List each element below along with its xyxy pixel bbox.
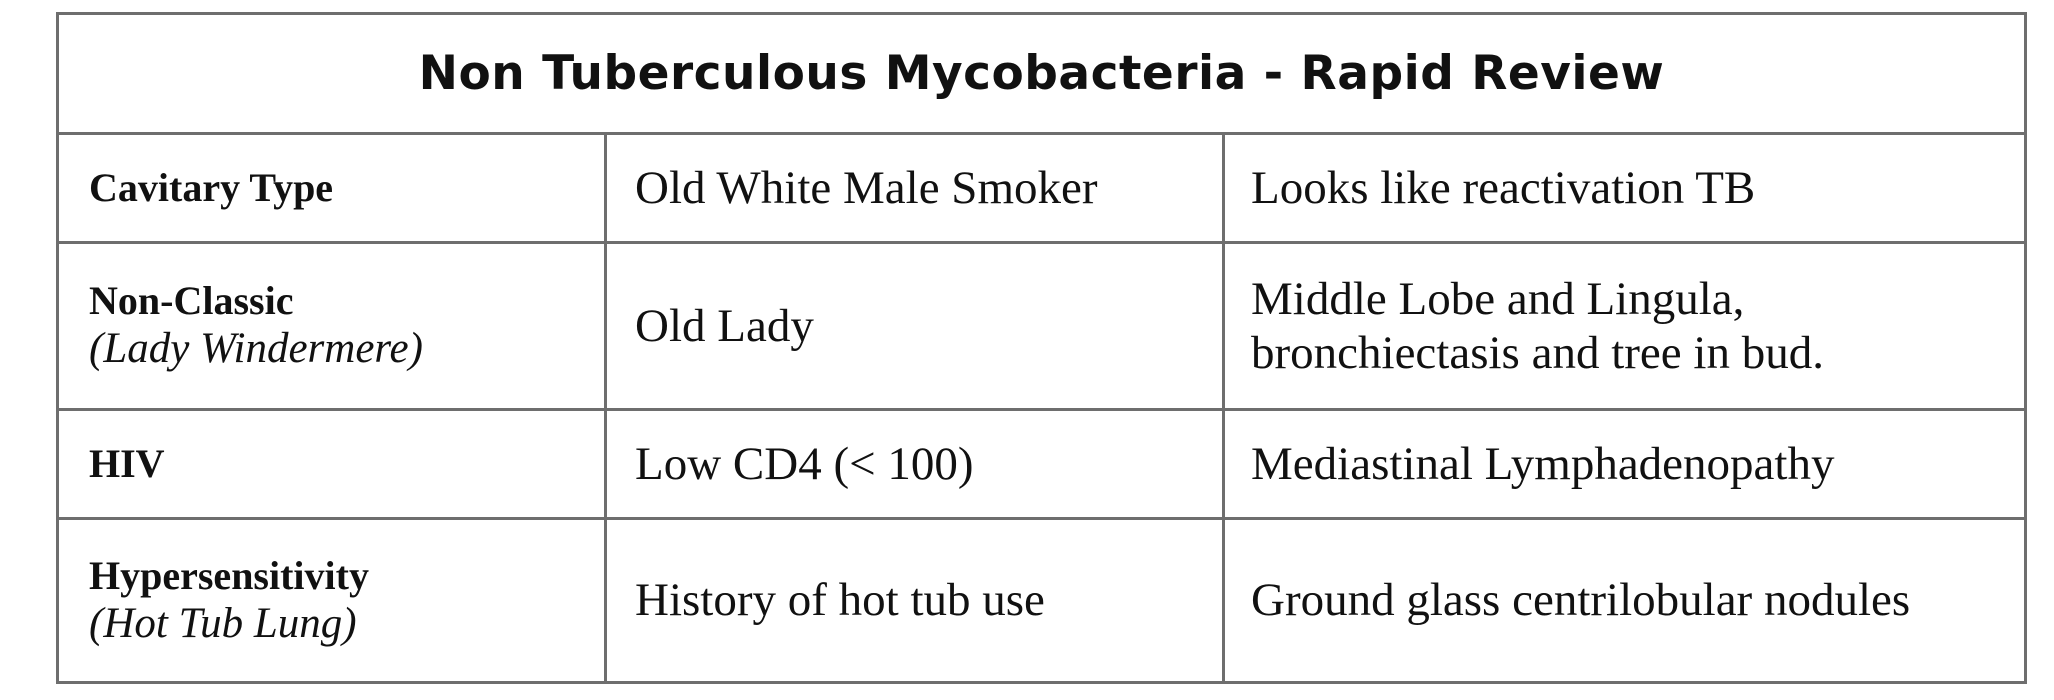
type-name: Cavitary Type [89, 165, 334, 210]
patient-cell: History of hot tub use [604, 517, 1225, 684]
finding-text: Looks like reactivation TB [1251, 161, 1756, 214]
type-cell: Cavitary Type [56, 132, 607, 244]
patient-cell: Old White Male Smoker [604, 132, 1225, 244]
table-row: Hypersensitivity (Hot Tub Lung) History … [56, 517, 2028, 684]
finding-text: Middle Lobe and Lingula, [1251, 272, 1745, 325]
finding-text: Ground glass centrilobular nodules [1251, 574, 1911, 627]
type-name: HIV [89, 441, 165, 486]
finding-text-continued: bronchiectasis and tree in bud. [1251, 327, 1824, 379]
finding-cell: Looks like reactivation TB [1221, 132, 2028, 244]
type-cell: Hypersensitivity (Hot Tub Lung) [56, 517, 607, 684]
type-cell: HIV [56, 408, 607, 520]
type-alias: (Hot Tub Lung) [89, 599, 357, 647]
finding-cell: Middle Lobe and Lingula, bronchiectasis … [1221, 241, 2028, 411]
type-name: Non-Classic [89, 278, 294, 324]
type-name: Hypersensitivity [89, 552, 369, 598]
table-row: Non-Classic (Lady Windermere) Old Lady M… [56, 241, 2028, 411]
ntm-review-table: Non Tuberculous Mycobacteria - Rapid Rev… [55, 12, 2028, 684]
type-alias: (Lady Windermere) [89, 325, 423, 373]
table-title: Non Tuberculous Mycobacteria - Rapid Rev… [55, 12, 2028, 135]
finding-cell: Mediastinal Lymphadenopathy [1221, 408, 2028, 520]
type-cell: Non-Classic (Lady Windermere) [56, 241, 607, 411]
patient-cell: Old Lady [604, 241, 1225, 411]
table-row: HIV Low CD4 (< 100) Mediastinal Lymphade… [56, 408, 2028, 520]
finding-cell: Ground glass centrilobular nodules [1221, 517, 2028, 684]
table-row: Cavitary Type Old White Male Smoker Look… [56, 132, 2028, 244]
title-row: Non Tuberculous Mycobacteria - Rapid Rev… [55, 12, 2028, 135]
patient-cell: Low CD4 (< 100) [604, 408, 1225, 520]
finding-text: Mediastinal Lymphadenopathy [1251, 437, 1835, 490]
